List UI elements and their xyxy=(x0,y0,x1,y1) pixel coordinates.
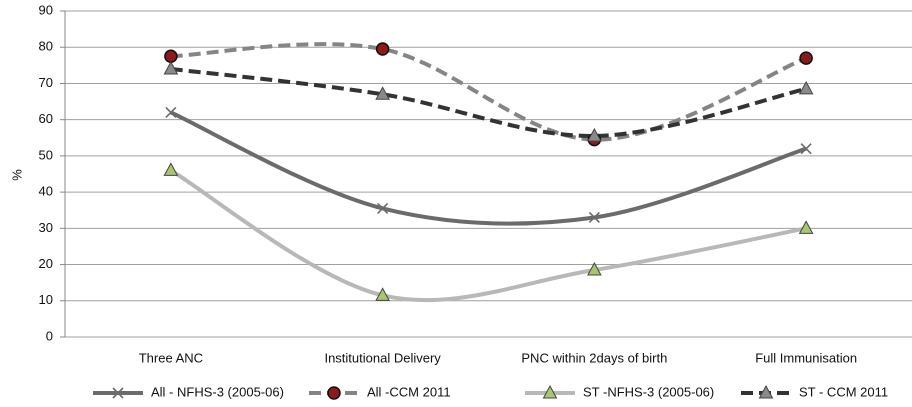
y-tick-label: 60 xyxy=(39,111,53,126)
legend-item: All - NFHS-3 (2005-06) xyxy=(93,384,284,399)
marker xyxy=(798,220,814,234)
marker xyxy=(587,127,602,142)
legend-label: ST -NFHS-3 (2005-06) xyxy=(583,384,714,399)
legend-label: All - NFHS-3 (2005-06) xyxy=(151,384,284,399)
legend-item: ST - CCM 2011 xyxy=(741,384,888,399)
marker xyxy=(799,51,813,65)
legend-marker xyxy=(327,386,341,400)
marker xyxy=(588,211,600,224)
series-line xyxy=(170,66,807,138)
y-tick-label: 50 xyxy=(39,147,53,162)
marker xyxy=(800,143,812,155)
marker xyxy=(375,287,390,301)
marker xyxy=(164,49,178,64)
legend-marker xyxy=(542,384,558,399)
x-tick-label: Institutional Delivery xyxy=(324,350,441,365)
legend-marker xyxy=(112,387,124,399)
legend-item: All -CCM 2011 xyxy=(309,384,451,400)
x-tick-label: Full Immunisation xyxy=(755,350,857,365)
legend-label: ST - CCM 2011 xyxy=(799,384,888,399)
y-tick-label: 70 xyxy=(39,75,53,90)
x-tick-label: PNC within 2days of birth xyxy=(521,350,667,365)
y-axis-label: % xyxy=(9,169,24,181)
y-tick-label: 20 xyxy=(39,256,53,271)
marker xyxy=(587,261,602,276)
marker xyxy=(375,42,390,56)
marker xyxy=(377,202,389,214)
legend-item: ST -NFHS-3 (2005-06) xyxy=(525,384,714,399)
y-tick-label: 30 xyxy=(39,220,53,235)
y-tick-label: 90 xyxy=(39,2,53,17)
series-line xyxy=(169,168,807,303)
series-line xyxy=(170,110,807,226)
marker xyxy=(163,60,179,75)
marker xyxy=(375,86,390,100)
marker xyxy=(165,106,177,118)
marker xyxy=(798,80,814,95)
y-tick-label: 0 xyxy=(46,328,53,343)
y-tick-label: 10 xyxy=(39,292,53,307)
legend-marker xyxy=(758,384,774,399)
x-tick-label: Three ANC xyxy=(139,350,203,365)
y-tick-label: 40 xyxy=(39,184,53,199)
marker xyxy=(163,162,179,176)
legend-label: All -CCM 2011 xyxy=(367,384,451,399)
series-line xyxy=(170,42,807,142)
y-tick-label: 80 xyxy=(39,39,53,54)
